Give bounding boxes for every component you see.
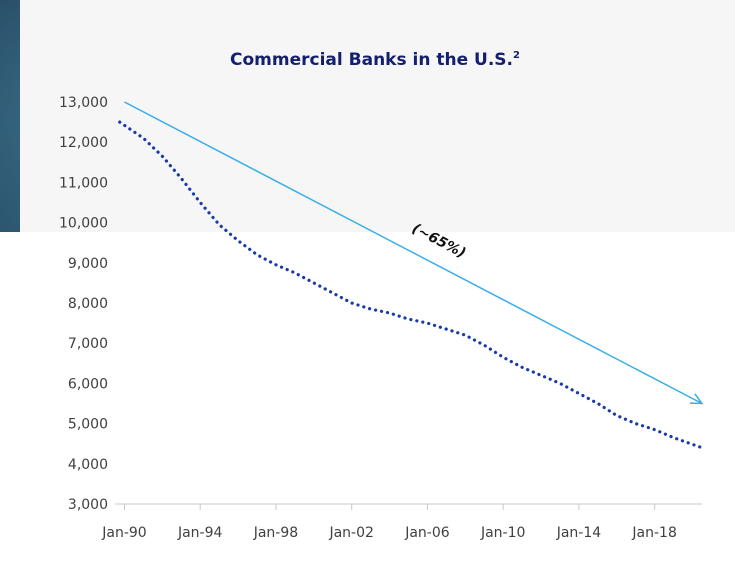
- x-tick-label: Jan-10: [480, 525, 525, 541]
- y-tick-label: 13,000: [59, 95, 108, 111]
- chart-title-main: Commercial Banks in the U.S.: [230, 50, 513, 70]
- y-axis: 3,000 4,000 5,000 6,000 7,000 8,000 9,000 10,00…: [59, 95, 108, 513]
- y-tick-label: 4,000: [68, 457, 108, 473]
- y-tick-label: 11,000: [59, 175, 108, 191]
- chart-card-lower: [0, 232, 735, 580]
- series-dotted-line: [118, 120, 704, 450]
- y-tick-label: 9,000: [68, 256, 108, 272]
- y-tick-label: 10,000: [59, 216, 108, 232]
- x-tick-label: Jan-94: [177, 525, 223, 541]
- trend-arrow-line: [124, 101, 703, 405]
- chart-title-superscript: 2: [513, 50, 520, 61]
- y-tick-label: 6,000: [68, 376, 108, 392]
- series-line: [118, 120, 704, 450]
- x-tick-label: Jan-02: [328, 525, 373, 541]
- x-tick-label: Jan-18: [631, 525, 676, 541]
- trend-arrow: [124, 101, 704, 405]
- chart-title: Commercial Banks in the U.S.2: [230, 50, 520, 70]
- x-tick-label: Jan-98: [253, 525, 298, 541]
- y-tick-label: 12,000: [59, 135, 108, 151]
- trend-arrow-head: [689, 393, 704, 405]
- y-tick-label: 5,000: [68, 417, 108, 433]
- x-tick-label: Jan-06: [404, 525, 450, 541]
- x-tick-label: Jan-90: [101, 525, 146, 541]
- y-tick-label: 3,000: [68, 497, 108, 513]
- x-axis: Jan-90 Jan-94 Jan-98 Jan-02 Jan-06 Jan-10 Jan-…: [101, 504, 677, 541]
- y-tick-label: 8,000: [68, 296, 108, 312]
- x-tick-label: Jan-14: [556, 525, 602, 541]
- y-tick-label: 7,000: [68, 336, 108, 352]
